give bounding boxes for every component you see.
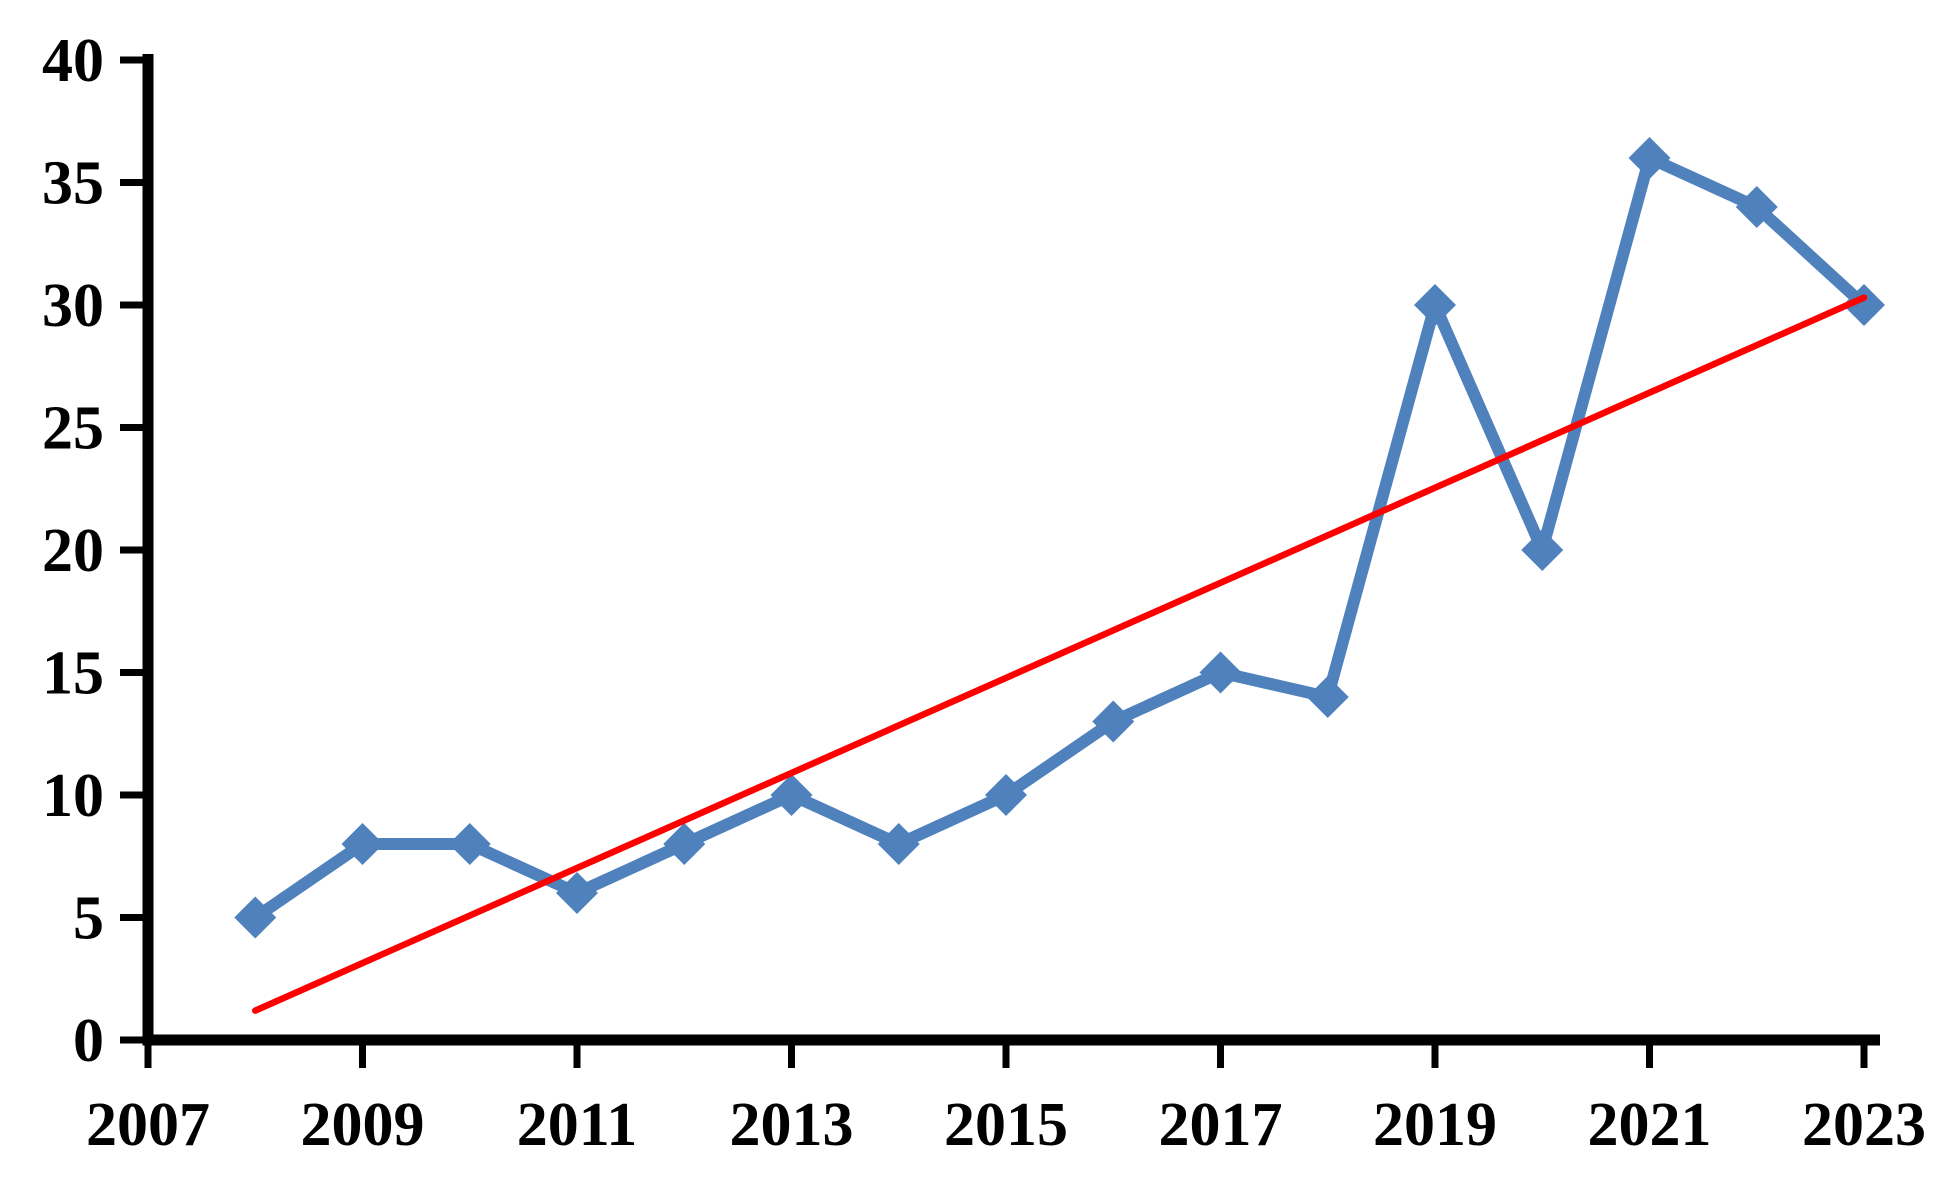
data-point-marker [1306, 676, 1349, 718]
data-point-marker [877, 823, 920, 865]
y-tick-label: 15 [42, 640, 104, 708]
data-point-marker [1414, 284, 1456, 326]
x-tick-label: 2011 [517, 1091, 638, 1159]
data-point-marker [1628, 137, 1671, 179]
y-tick-label: 40 [42, 27, 104, 95]
data-point-marker [1092, 700, 1135, 743]
series-line-annual-values [249, 152, 1870, 924]
data-point-marker [234, 896, 277, 939]
y-tick-label: 10 [42, 762, 104, 830]
x-tick-label: 2007 [86, 1091, 210, 1159]
x-tick-label: 2017 [1159, 1091, 1283, 1159]
y-tick-label: 0 [73, 1007, 104, 1075]
data-point-marker [1843, 284, 1885, 326]
data-point-marker [556, 872, 598, 914]
x-tick-label: 2015 [944, 1091, 1068, 1159]
x-tick-label: 2021 [1588, 1091, 1712, 1159]
y-tick-label: 30 [42, 272, 104, 340]
x-tick-label: 2023 [1802, 1091, 1926, 1159]
data-point-marker [1521, 529, 1564, 571]
data-point-marker [448, 823, 491, 865]
y-tick-label: 25 [42, 395, 104, 463]
trendline [252, 294, 1868, 1014]
data-point-marker [341, 823, 384, 865]
x-tick-label: 2013 [730, 1091, 854, 1159]
data-point-marker [663, 823, 706, 865]
data-point-marker [1735, 186, 1778, 228]
x-tick-label: 2019 [1373, 1091, 1497, 1159]
y-tick-label: 20 [42, 517, 104, 585]
x-tick-label: 2009 [301, 1091, 425, 1159]
data-point-marker [985, 774, 1027, 816]
y-tick-label: 5 [73, 885, 104, 953]
data-point-marker [1199, 651, 1242, 694]
data-point-marker [770, 774, 813, 816]
y-tick-label: 35 [42, 150, 104, 218]
